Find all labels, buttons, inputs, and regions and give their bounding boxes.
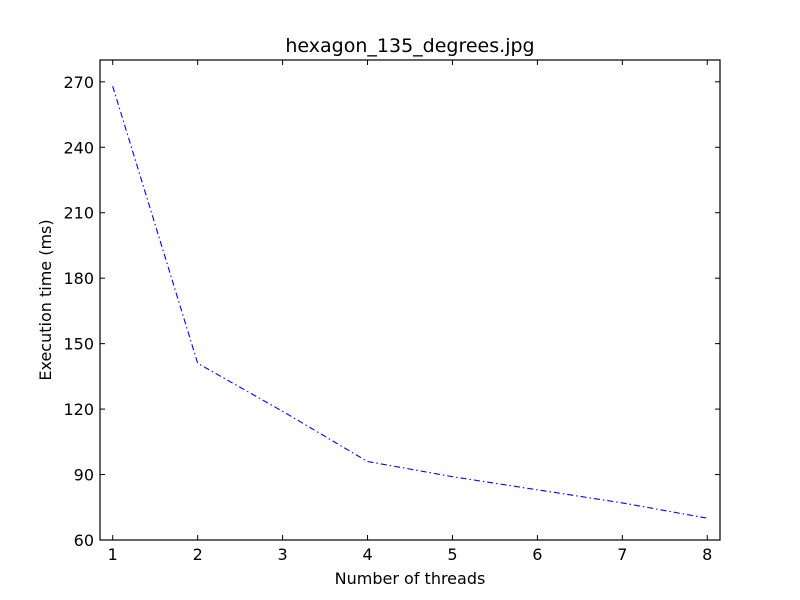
series-line [112,86,708,519]
x-tick-label: 3 [278,545,288,564]
x-tick-label: 2 [193,545,203,564]
y-tick-label: 60 [74,531,94,550]
x-tick-label: 6 [532,545,542,564]
x-tick-label: 7 [617,545,627,564]
x-tick-label: 8 [702,545,712,564]
x-tick-label: 4 [362,545,372,564]
y-tick-label: 90 [74,466,94,485]
series-layer [112,86,708,519]
y-tick-label: 210 [63,204,94,223]
y-tick-label: 150 [63,335,94,354]
y-tick-label: 120 [63,400,94,419]
x-tick-label: 1 [108,545,118,564]
x-tick-label: 5 [447,545,457,564]
y-tick-label: 240 [63,138,94,157]
y-tick-label: 180 [63,269,94,288]
plot-area [99,59,721,541]
y-axis-label: Execution time (ms) [36,219,55,380]
x-axis-label: Number of threads [335,569,486,588]
chart-title: hexagon_135_degrees.jpg [285,35,534,57]
ticks-layer: 1 2 3 4 5 6 7 8 60 90 120 150 180 210 240 270 [63,60,720,564]
y-tick-label: 270 [63,73,94,92]
